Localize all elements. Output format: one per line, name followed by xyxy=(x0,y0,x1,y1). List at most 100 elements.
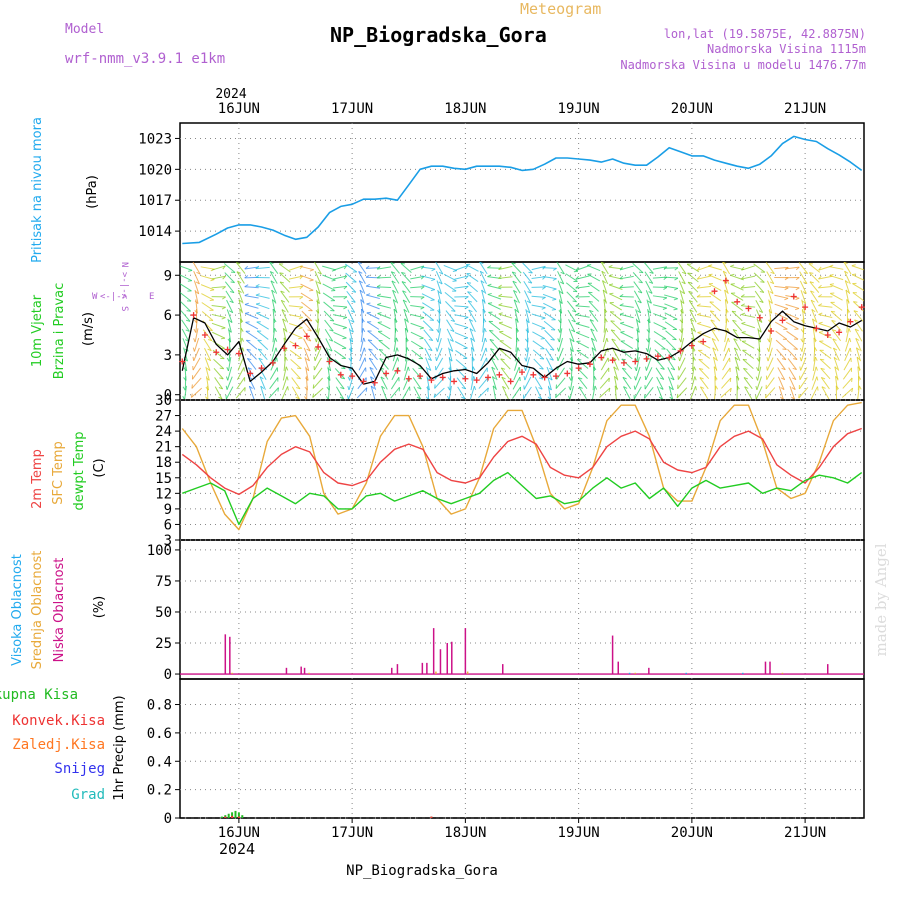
wind-arrow xyxy=(180,265,193,271)
wind-arrow xyxy=(269,262,279,274)
wind-axis-label-2: Brzina i Pravac xyxy=(52,283,67,380)
wind-gust-point xyxy=(485,374,492,381)
wind-arrow-head xyxy=(347,395,349,399)
wind-arrow-head xyxy=(329,329,334,332)
wind-arrow xyxy=(322,265,336,271)
wind-arrow-head xyxy=(846,299,850,303)
wind-gust-point xyxy=(462,375,469,382)
wind-arrow xyxy=(602,280,608,294)
wind-gust-point xyxy=(337,371,344,378)
wind-arrow xyxy=(214,386,223,399)
wind-gust-point xyxy=(620,359,627,366)
wind-arrow-head xyxy=(742,358,747,361)
wind-arrow xyxy=(665,330,677,341)
wind-arrow-head xyxy=(416,396,421,399)
wind-arrow-head xyxy=(450,319,455,322)
wind-arrow xyxy=(633,281,643,294)
wind-arrow-head xyxy=(802,291,807,294)
wind-arrow xyxy=(818,322,833,329)
wind-arrow xyxy=(722,347,730,362)
bottom-year-label: 2024 xyxy=(219,840,255,858)
wind-arrow-head xyxy=(244,284,249,288)
wind-arrow-head xyxy=(487,265,492,269)
wind-arrow-head xyxy=(730,283,735,285)
wind-arrow xyxy=(766,367,775,380)
wind-arrow xyxy=(635,309,641,323)
wind-arrow xyxy=(645,367,653,381)
wind-arrow-head xyxy=(343,265,347,270)
wind-arrow xyxy=(180,283,192,292)
wind-arrow xyxy=(437,289,442,304)
wind-arrow-head xyxy=(779,396,784,399)
wind-arrow-head xyxy=(249,385,253,389)
wind-arrow xyxy=(468,319,476,333)
wind-arrow-head xyxy=(487,283,492,287)
wind-arrow-head xyxy=(560,271,565,275)
wind-gust-point xyxy=(666,354,673,361)
wind-arrow xyxy=(489,330,500,341)
wind-arrow-head xyxy=(733,338,738,341)
wind-arrow xyxy=(678,357,686,371)
wind-arrow xyxy=(257,339,269,350)
wind-arrow xyxy=(578,386,587,399)
wind-arrow-head xyxy=(226,357,230,362)
wind-arrow xyxy=(248,386,255,399)
wind-arrow-head xyxy=(714,375,718,380)
wind-arrow-head xyxy=(634,366,637,372)
wind-arrow-head xyxy=(792,377,797,381)
wind-arrow-head xyxy=(619,284,624,289)
wind-arrow xyxy=(500,367,511,380)
wind-arrow-head xyxy=(549,358,554,361)
temp_sfc-series-line xyxy=(181,401,862,531)
wind-arrow-head xyxy=(526,300,531,304)
wind-arrow-head xyxy=(282,318,287,322)
wind-arrow-head xyxy=(734,347,739,351)
wind-arrow-head xyxy=(465,265,469,270)
wind-arrow-head xyxy=(484,328,487,333)
wind-arrow-head xyxy=(644,366,647,371)
wind-arrow xyxy=(180,274,193,282)
wind-arrow-head xyxy=(425,396,429,399)
wind-arrow xyxy=(425,366,431,381)
series-layer xyxy=(179,135,865,819)
wind-arrow xyxy=(379,358,389,370)
wind-arrow-head xyxy=(696,294,701,298)
wind-arrow xyxy=(487,293,502,300)
wind-arrow xyxy=(829,275,844,281)
wind-arrow-head xyxy=(593,375,597,380)
wind-arrow-head xyxy=(542,286,546,290)
wind-arrow xyxy=(349,366,353,381)
wind-arrow-head xyxy=(699,377,704,380)
wind-arrow xyxy=(465,264,479,272)
wind-gust-point xyxy=(575,365,582,372)
wind-arrow xyxy=(360,328,364,343)
wind-gust-point xyxy=(632,358,639,365)
y-tick-label: 15 xyxy=(155,471,172,487)
wind-arrow xyxy=(410,313,425,319)
wind-arrow-head xyxy=(659,377,664,380)
wind-arrow xyxy=(531,313,546,319)
wind-arrow xyxy=(535,386,543,399)
y-tick-label: 0.2 xyxy=(147,783,172,799)
wind-arrow-head xyxy=(730,273,735,276)
wind-arrow xyxy=(299,265,314,271)
wind-arrow xyxy=(359,347,365,362)
wind-arrow xyxy=(789,386,795,399)
wind-arrow-head xyxy=(743,377,748,380)
compass-vertical-label: >-|-< xyxy=(119,272,129,300)
wind-arrow-head xyxy=(255,265,260,269)
wind-arrow xyxy=(184,385,187,399)
wind-arrow-head xyxy=(518,357,521,362)
wind-arrow xyxy=(799,280,807,294)
wind-arrow-head xyxy=(725,308,729,313)
wind-arrow-head xyxy=(502,386,507,389)
wind-arrow xyxy=(689,309,697,323)
wind-arrow xyxy=(619,296,634,298)
wind-arrow xyxy=(480,280,487,294)
wind-arrow-head xyxy=(433,393,436,398)
y-tick-label: 3 xyxy=(164,533,172,549)
wind-arrow-head xyxy=(833,356,838,361)
wind-arrow xyxy=(315,280,321,295)
wind-arrow-head xyxy=(591,347,596,351)
wind-arrow xyxy=(324,329,334,342)
